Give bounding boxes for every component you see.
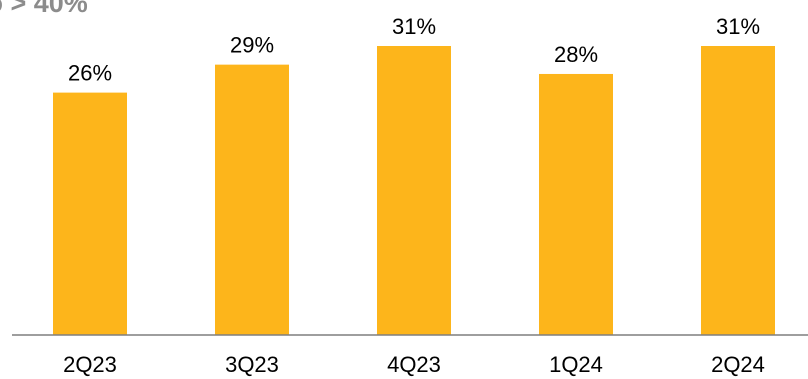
- bar-1q24: [539, 73, 613, 335]
- bars-group: [53, 46, 775, 335]
- x-tick-label-2q24: 2Q24: [711, 352, 765, 377]
- x-tick-label-1q24: 1Q24: [549, 352, 603, 377]
- x-tick-label-4q23: 4Q23: [387, 352, 441, 377]
- value-label-3q23: 29%: [230, 33, 274, 58]
- x-tick-label-2q23: 2Q23: [63, 352, 117, 377]
- value-label-1q24: 28%: [554, 42, 598, 67]
- value-labels-group: 26% 29% 31% 28% 31%: [68, 14, 760, 86]
- bar-2q24: [701, 46, 775, 335]
- chart-title: tio > 40%: [0, 0, 88, 18]
- value-label-4q23: 31%: [392, 14, 436, 39]
- value-label-2q24: 31%: [716, 14, 760, 39]
- tick-labels-group: 2Q23 3Q23 4Q23 1Q24 2Q24: [63, 352, 765, 377]
- x-tick-label-3q23: 3Q23: [225, 352, 279, 377]
- bar-2q23: [53, 92, 127, 335]
- bar-4q23: [377, 46, 451, 335]
- value-label-2q23: 26%: [68, 61, 112, 86]
- bar-3q23: [215, 64, 289, 335]
